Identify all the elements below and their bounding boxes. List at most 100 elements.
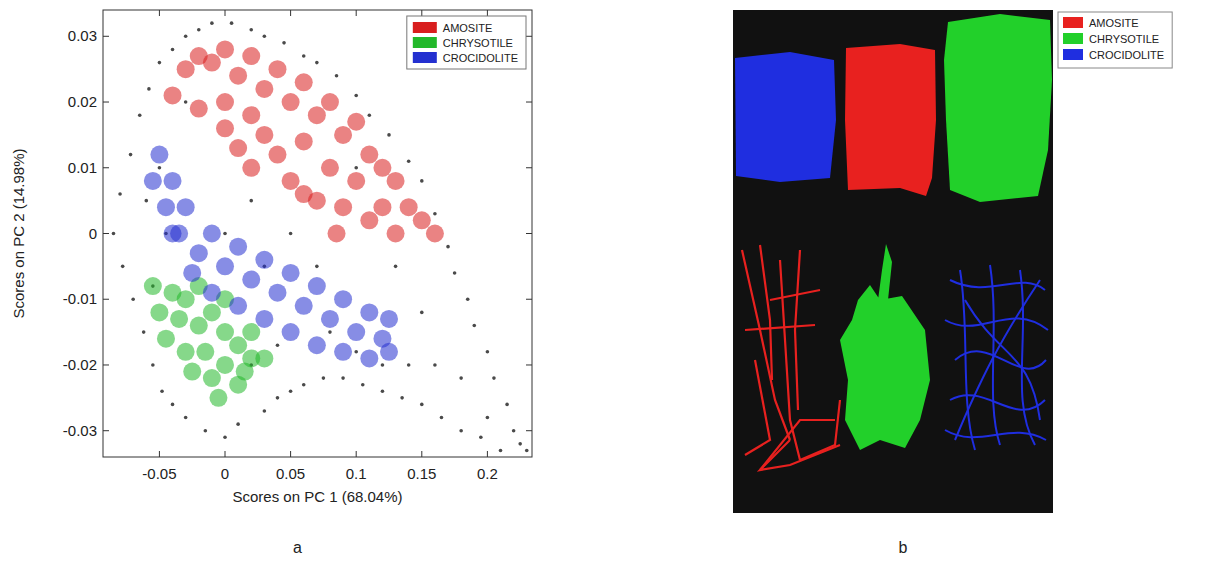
class-point xyxy=(170,310,188,328)
class-point xyxy=(255,349,273,367)
class-point xyxy=(282,93,300,111)
class-point xyxy=(360,303,378,321)
sample-point xyxy=(394,265,398,269)
pellet-crocidolite xyxy=(735,52,836,182)
sample-point xyxy=(433,212,437,216)
class-point xyxy=(229,139,247,157)
y-tick-label: 0.02 xyxy=(68,93,97,110)
legend: AMOSITECHRYSOTILECROCIDOLITE xyxy=(407,16,526,69)
class-point xyxy=(177,60,195,78)
sample-point xyxy=(420,179,424,183)
sample-point xyxy=(158,61,162,65)
fibre xyxy=(745,360,770,455)
class-point xyxy=(216,356,234,374)
y-tick-label: -0.02 xyxy=(63,356,97,373)
plot-frame xyxy=(103,10,532,457)
sample-point xyxy=(368,113,372,117)
class-point xyxy=(321,310,339,328)
sample-point xyxy=(147,87,151,91)
map-legend: AMOSITECHRYSOTILECROCIDOLITE xyxy=(1058,12,1172,68)
sample-point xyxy=(420,403,424,407)
y-tick-label: -0.01 xyxy=(63,290,97,307)
sample-point xyxy=(263,34,267,38)
class-point xyxy=(216,93,234,111)
sample-point xyxy=(381,363,385,367)
sample-point xyxy=(204,429,208,433)
sample-point xyxy=(381,389,385,393)
legend-box xyxy=(1058,12,1172,68)
class-point xyxy=(177,198,195,216)
sample-point xyxy=(486,416,490,420)
class-point xyxy=(308,106,326,124)
figure: -0.0500.050.10.150.2-0.03-0.02-0.0100.01… xyxy=(0,0,1224,583)
class-point xyxy=(255,251,273,269)
sample-point xyxy=(302,54,306,58)
y-tick xyxy=(526,299,532,300)
class-point xyxy=(242,323,260,341)
class-point xyxy=(321,159,339,177)
sample-point xyxy=(315,61,319,65)
sample-point xyxy=(512,429,516,433)
sample-point xyxy=(486,350,490,354)
panel-label: a xyxy=(293,539,302,556)
legend-label: CROCIDOLITE xyxy=(443,52,518,64)
class-point xyxy=(190,244,208,262)
sample-point xyxy=(171,48,175,52)
class-point xyxy=(164,172,182,190)
x-tick xyxy=(487,10,488,16)
class-point xyxy=(183,264,201,282)
sample-point xyxy=(197,28,201,32)
sample-point xyxy=(151,363,155,367)
sample-point xyxy=(433,363,437,367)
class-point xyxy=(282,172,300,190)
fibres-chrysotile xyxy=(840,244,930,450)
fibre xyxy=(760,245,772,380)
class-point xyxy=(255,310,273,328)
class-point xyxy=(282,264,300,282)
legend-swatch xyxy=(1063,33,1083,44)
y-tick xyxy=(103,430,109,431)
fibre xyxy=(742,250,790,440)
class-point xyxy=(308,277,326,295)
class-point xyxy=(203,54,221,72)
plot-background xyxy=(103,10,532,457)
sample-point xyxy=(289,232,293,236)
y-tick xyxy=(526,430,532,431)
x-tick-label: 0.05 xyxy=(276,465,305,482)
class-point xyxy=(426,225,444,243)
pellet-amosite xyxy=(845,44,936,196)
class-point xyxy=(164,86,182,104)
pellet-chrysotile xyxy=(944,14,1052,202)
class-point xyxy=(360,349,378,367)
sample-point xyxy=(129,153,133,157)
y-tick-label: 0 xyxy=(89,225,97,242)
class-point xyxy=(229,238,247,256)
sample-point xyxy=(276,343,280,347)
sample-point xyxy=(407,159,411,163)
legend-swatch xyxy=(1063,49,1083,60)
class-point xyxy=(282,323,300,341)
class-point xyxy=(255,80,273,98)
class-point xyxy=(334,343,352,361)
sample-point xyxy=(466,297,470,301)
sample-point xyxy=(505,403,509,407)
class-point xyxy=(242,106,260,124)
sample-point xyxy=(223,232,227,236)
class-point xyxy=(229,297,247,315)
legend-swatch xyxy=(413,37,437,48)
sample-point xyxy=(361,383,365,387)
legend-swatch xyxy=(413,22,437,33)
class-point xyxy=(295,73,313,91)
x-tick xyxy=(225,10,226,16)
sample-point xyxy=(335,74,339,78)
fibre xyxy=(945,318,1048,330)
class-point xyxy=(380,343,398,361)
map-background xyxy=(733,10,1053,513)
class-point xyxy=(268,146,286,164)
sample-point xyxy=(387,133,391,137)
y-tick xyxy=(526,364,532,365)
class-point xyxy=(295,297,313,315)
legend-swatch xyxy=(413,52,437,63)
sample-point xyxy=(158,166,162,170)
legend-label: CROCIDOLITE xyxy=(1089,49,1164,61)
